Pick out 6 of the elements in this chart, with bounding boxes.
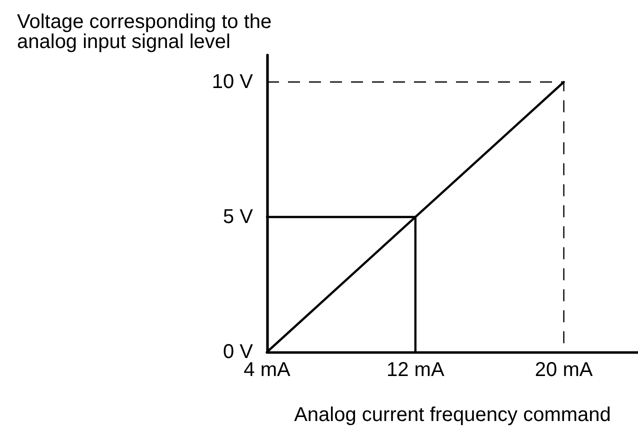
x-axis-title: Analog current frequency command: [294, 404, 611, 426]
y-tick-label: 5 V: [222, 206, 254, 228]
y-tick-label: 10 V: [212, 71, 254, 93]
x-tick-label: 12 mA: [386, 359, 445, 381]
x-tick-label: 20 mA: [534, 359, 594, 381]
y-axis-title: Voltage corresponding to the analog input signal level: [17, 11, 278, 53]
